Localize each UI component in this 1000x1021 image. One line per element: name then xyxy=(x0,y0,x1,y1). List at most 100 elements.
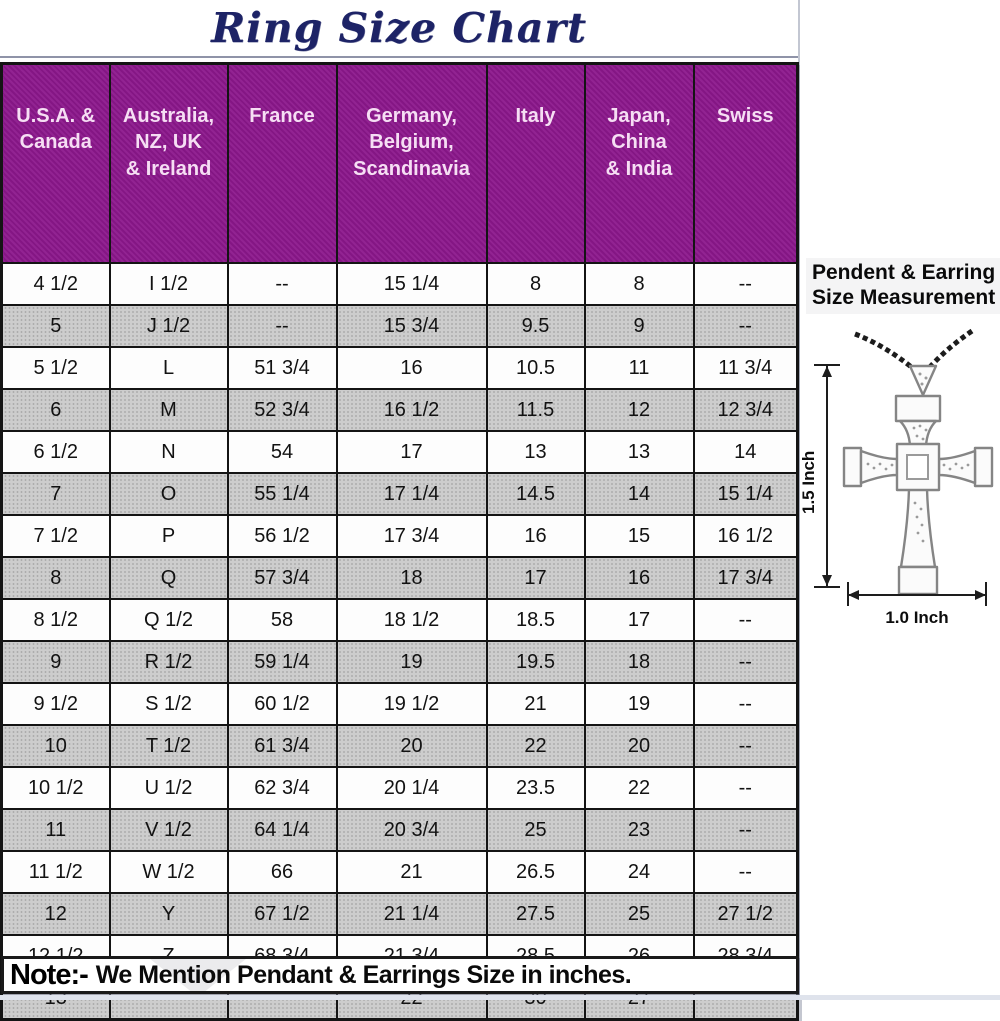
table-cell: 11 3/4 xyxy=(692,346,799,390)
table-cell: 16 xyxy=(485,514,586,558)
table-row: 9 1/2 S 1/2 60 1/2 19 1/2 21 19 -- xyxy=(0,682,799,726)
table-row: 5 1/2 L 51 3/4 16 10.5 11 11 3/4 xyxy=(0,346,799,390)
pendant-illustration: 1.5 Inch 1.0 Inch xyxy=(800,328,994,627)
table-cell: 64 1/4 xyxy=(226,808,338,852)
table-cell: 19 1/2 xyxy=(335,682,488,726)
table-cell: 14 xyxy=(583,472,695,516)
table-cell: 23.5 xyxy=(485,766,586,810)
table-cell: 9 1/2 xyxy=(0,682,111,726)
table-row: 10 T 1/2 61 3/4 20 22 20 -- xyxy=(0,724,799,768)
table-cell: -- xyxy=(692,724,799,768)
table-cell: 15 3/4 xyxy=(335,304,488,348)
table-cell: 8 xyxy=(583,262,695,306)
page-title: Ring Size Chart xyxy=(211,4,587,52)
pendant-bail xyxy=(908,364,938,397)
table-cell: 17 xyxy=(335,430,488,474)
table-cell: 23 xyxy=(583,808,695,852)
table-cell: 18.5 xyxy=(485,598,586,642)
table-cell: 55 1/4 xyxy=(226,472,338,516)
table-cell: 66 xyxy=(226,850,338,894)
ring-size-chart-panel: Ring Size Chart U.S.A. & Canada Australia… xyxy=(0,0,800,1021)
table-cell: V 1/2 xyxy=(108,808,229,852)
table-cell: 21 xyxy=(335,850,488,894)
width-dimension: 1.0 Inch xyxy=(847,582,987,627)
table-cell: 10 xyxy=(0,724,111,768)
table-cell: 18 xyxy=(335,556,488,600)
table-cell: 5 xyxy=(0,304,111,348)
table-cell: 26.5 xyxy=(485,850,586,894)
table-cell: 7 xyxy=(0,472,111,516)
crystal-texture xyxy=(866,424,970,543)
table-cell: -- xyxy=(692,304,799,348)
side-heading-line1: Pendent & Earring xyxy=(812,261,996,284)
note-label: Note:- xyxy=(10,958,89,991)
table-cell: 20 1/4 xyxy=(335,766,488,810)
table-cell: 16 xyxy=(335,346,488,390)
table-cell: 5 1/2 xyxy=(0,346,111,390)
table-cell: S 1/2 xyxy=(108,682,229,726)
table-cell: 17 3/4 xyxy=(335,514,488,558)
table-cell: 20 xyxy=(335,724,488,768)
table-cell: 11.5 xyxy=(485,388,586,432)
table-cell: 51 3/4 xyxy=(226,346,338,390)
table-cell: Q 1/2 xyxy=(108,598,229,642)
table-cell: 10 1/2 xyxy=(0,766,111,810)
table-cell: 7 1/2 xyxy=(0,514,111,558)
note-text: We Mention Pendant & Earrings Size in in… xyxy=(95,960,632,989)
table-body: 4 1/2 I 1/2 -- 15 1/4 8 8 -- 5 J 1/2 -- 15 3/4 9.5 9… xyxy=(0,262,799,1021)
table-cell: 11 xyxy=(0,808,111,852)
table-cell: 25 xyxy=(583,892,695,936)
table-cell: 11 xyxy=(583,346,695,390)
table-cell: 60 1/2 xyxy=(226,682,338,726)
table-cell: W 1/2 xyxy=(108,850,229,894)
table-cell: 11 1/2 xyxy=(0,850,111,894)
table-cell: -- xyxy=(692,850,799,894)
table-cell: 61 3/4 xyxy=(226,724,338,768)
table-cell: 12 xyxy=(583,388,695,432)
ring-size-table: U.S.A. & Canada Australia, NZ, UK & Irela… xyxy=(0,62,799,1021)
table-cell: 8 1/2 xyxy=(0,598,111,642)
note-bar: Note:- We Mention Pendant & Earrings Siz… xyxy=(1,956,799,994)
table-cell: 13 xyxy=(583,430,695,474)
column-header: Swiss xyxy=(692,62,799,264)
table-cell: O xyxy=(108,472,229,516)
table-cell: 52 3/4 xyxy=(226,388,338,432)
table-cell: -- xyxy=(692,766,799,810)
table-cell: 54 xyxy=(226,430,338,474)
table-cell: 19 xyxy=(335,640,488,684)
table-cell: -- xyxy=(226,304,338,348)
table-cell: 20 3/4 xyxy=(335,808,488,852)
table-cell: 14.5 xyxy=(485,472,586,516)
table-cell: -- xyxy=(692,808,799,852)
table-cell: 17 xyxy=(485,556,586,600)
table-cell: 16 1/2 xyxy=(335,388,488,432)
height-dimension-label: 1.5 Inch xyxy=(800,451,818,514)
table-cell: M xyxy=(108,388,229,432)
table-cell: I 1/2 xyxy=(108,262,229,306)
table-cell: -- xyxy=(692,598,799,642)
table-row: 11 V 1/2 64 1/4 20 3/4 25 23 -- xyxy=(0,808,799,852)
table-cell: 15 1/4 xyxy=(692,472,799,516)
table-cell: 25 xyxy=(485,808,586,852)
chain-icon xyxy=(854,328,974,372)
table-cell: 27.5 xyxy=(485,892,586,936)
table-cell: 8 xyxy=(485,262,586,306)
table-cell: 56 1/2 xyxy=(226,514,338,558)
table-cell: 62 3/4 xyxy=(226,766,338,810)
table-cell: U 1/2 xyxy=(108,766,229,810)
table-cell: 22 xyxy=(583,766,695,810)
table-cell: 6 1/2 xyxy=(0,430,111,474)
table-cell: 21 xyxy=(485,682,586,726)
table-cell: 8 xyxy=(0,556,111,600)
table-row: 7 1/2 P 56 1/2 17 3/4 16 15 16 1/2 xyxy=(0,514,799,558)
column-header: Japan, China & India xyxy=(583,62,695,264)
table-cell: 21 1/4 xyxy=(335,892,488,936)
table-cell: T 1/2 xyxy=(108,724,229,768)
table-cell: 6 xyxy=(0,388,111,432)
table-cell: R 1/2 xyxy=(108,640,229,684)
width-dimension-label: 1.0 Inch xyxy=(885,608,948,627)
table-row: 6 1/2 N 54 17 13 13 14 xyxy=(0,430,799,474)
table-cell: 27 1/2 xyxy=(692,892,799,936)
